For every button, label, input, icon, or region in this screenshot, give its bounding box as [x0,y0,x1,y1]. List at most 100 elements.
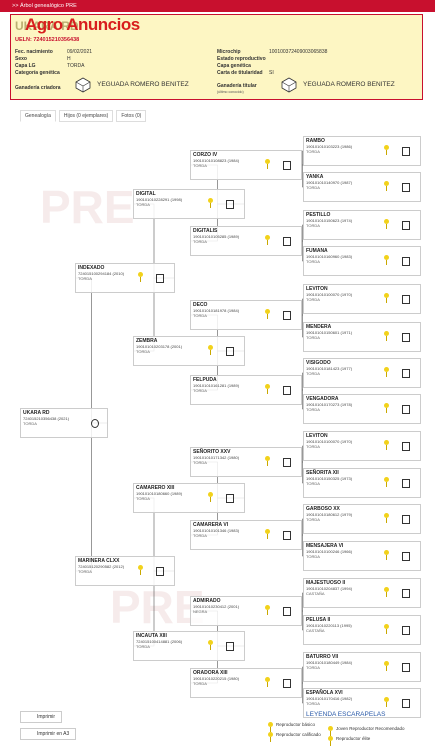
node-color: TORDA [306,665,320,670]
pedigree-node: PELUSA II 190101010220113 (1995) CASTAÑA [303,615,421,645]
badge [208,345,213,355]
pedigree-node: MENDERA 190101010150601 (1971) TORDA [303,322,421,352]
pedigree-node: CAMARERA VI 190101010101346 (1983) TORDA [190,520,302,550]
legend-item: Reproductor básico [276,722,316,727]
node-code: 190101010100070 (1970) [306,292,353,297]
field-label: Capa genética [217,63,251,69]
node-name: LEVITON [306,433,328,439]
node-name: GARBOSO XX [306,506,340,512]
node-code: 190101010204837 (1994) [306,586,353,591]
node-name: DECO [193,302,208,308]
badge [384,331,389,341]
node-name: VENGADORA [306,396,339,402]
field: Capa genética [217,63,327,70]
badge [384,255,389,265]
node-code: 724015100294184 (2010) [78,271,125,276]
node-color: TORDA [23,421,37,426]
connector [302,314,303,338]
brand: Agro Anuncios [25,15,140,34]
badge [265,235,270,245]
node-code: 190101010181978 (1984) [193,308,240,313]
node-name: MAJESTUOSO II [306,580,346,586]
connector [302,389,303,410]
field: Estado reproductivo [217,56,327,63]
legend-badge [328,736,333,746]
badge [384,145,389,155]
badge [208,198,213,208]
field: Capa LG TORDA [15,63,92,70]
node-color: TORDA [306,481,320,486]
node-code: 190101010100070 (1970) [306,439,353,444]
node-code: 724015100414881 (2006) [136,639,183,644]
brand-mark [91,419,99,428]
pedigree-node: VISIGODO 190101010181423 (1977) TORDA [303,358,421,388]
badge [138,565,143,575]
node-color: CASTAÑA [306,591,325,596]
connector [302,534,303,557]
node-color: TORDA [136,202,150,207]
node-code: 190101010105285 (1989) [193,234,240,239]
node-name: SEÑORITO XXV [193,449,231,455]
node-name: BATURRO VII [306,654,339,660]
print-button[interactable]: Imprimir en A3 [20,728,77,740]
node-name: INDEXADO [78,265,105,271]
fields-right: Microchip 100100372409003065838 Estado rep… [217,49,327,77]
pedigree-node: CAMARERO XIII 190101010180660 (1989) TORDA [133,483,245,513]
node-color: TORDA [193,681,207,686]
node-code: 190101010150623 (1974) [306,218,353,223]
legend-badge [268,722,273,732]
breeder: Ganadería criadora [15,85,67,91]
node-code: 190101010140970 (1987) [306,180,353,185]
badge [265,159,270,169]
pedigree-node: LEVITON 190101010100070 (1970) TORDA [303,284,421,314]
badge [208,640,213,650]
badge [384,477,389,487]
node-name: UKARA RD [23,410,50,416]
badge [384,550,389,560]
field-label: Sexo [15,56,27,62]
watermark: PRE [110,581,205,633]
node-name: FUMANA [306,248,328,254]
node-name: RAMBO [306,138,325,144]
print-button[interactable]: Imprimir [20,711,63,723]
field-label: Estado reproductivo [217,56,266,62]
tab[interactable]: Genealogía [20,110,56,122]
pedigree-node: FELPUDA 190101010161281 (1989) TORDA [190,375,302,405]
node-code: 190101010181423 (1977) [306,366,353,371]
field: Sexo H [15,56,92,63]
node-name: PESTILLO [306,212,331,218]
field-value: SI [269,70,274,76]
tab[interactable]: Fotos (0) [116,110,147,122]
node-color: TORDA [78,569,92,574]
node-name: MENDERA [306,324,332,330]
node-name: MARINERA CLXX [78,558,120,564]
node-name: ESPAÑOLA XVI [306,690,343,696]
badge [384,440,389,450]
node-color: TORDA [78,276,92,281]
tab[interactable]: Hijos (0 ejemplares) [58,110,114,122]
pedigree-node: RAMBO 190101010103223 (1986) TORDA [303,136,421,166]
legend-item: Joven Reproductor Recomendado [336,726,405,731]
connector [75,422,108,572]
node-color: TORDA [306,517,320,522]
brand-mark [402,479,410,488]
badge [384,293,389,303]
pedigree-node: GARBOSO XX 190101010180612 (1979) TORDA [303,504,421,534]
badge [384,624,389,634]
field: Categoría genética [15,70,92,77]
node-color: CASTAÑA [306,628,325,633]
node-color: TORDA [193,239,207,244]
badge [384,661,389,671]
connector [302,461,303,484]
horse-name: UKARA RD [15,19,79,33]
brand-mark [402,257,410,266]
brand-mark [283,161,291,170]
badge [265,605,270,615]
node-code: 190101010180449 (1984) [306,660,353,665]
brand-mark [402,147,410,156]
node-color: TORDA [193,163,207,168]
brand-mark [226,494,234,503]
badge [384,403,389,413]
node-name: FELPUDA [193,377,217,383]
pedigree-node: CORZO IV 190101010108823 (1984) TORDA [190,150,302,180]
